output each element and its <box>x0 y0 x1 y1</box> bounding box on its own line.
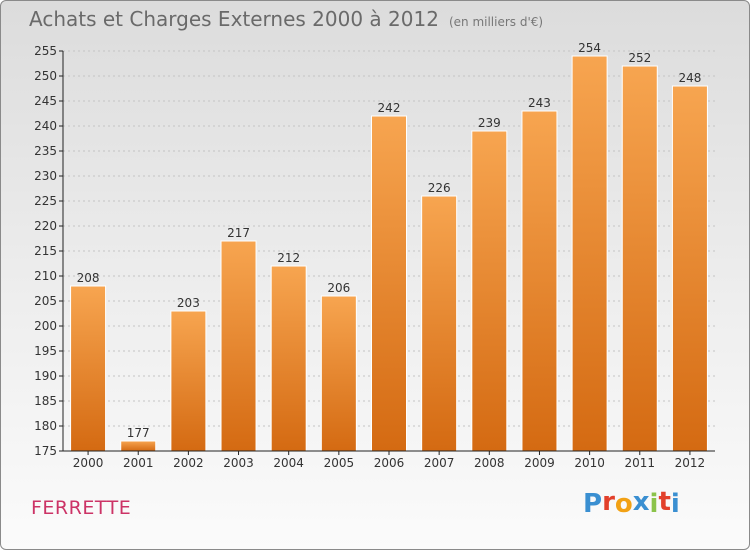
y-tick-label: 205 <box>34 294 57 308</box>
bar-value-label: 254 <box>578 41 601 55</box>
x-tick-label: 2010 <box>574 456 605 470</box>
y-tick-label: 255 <box>34 44 57 58</box>
bar-value-label: 252 <box>628 51 651 65</box>
logo-letter: P <box>583 489 603 519</box>
y-tick-label: 185 <box>34 394 57 408</box>
chart-title-text: Achats et Charges Externes 2000 à 2012 <box>29 7 439 31</box>
y-tick-label: 180 <box>34 419 57 433</box>
bar-value-label: 206 <box>327 281 350 295</box>
bar-2011 <box>621 65 658 452</box>
x-tick-label: 2002 <box>173 456 204 470</box>
y-tick-label: 175 <box>34 444 57 458</box>
bar-value-label: 217 <box>227 226 250 240</box>
logo-letter: i <box>670 489 680 519</box>
bar-value-label: 177 <box>127 426 150 440</box>
bar-2012 <box>671 85 708 452</box>
bar-value-label: 248 <box>678 71 701 85</box>
chart-title: Achats et Charges Externes 2000 à 2012 (e… <box>29 7 543 31</box>
bar-value-label: 242 <box>378 101 401 115</box>
x-tick-label: 2003 <box>223 456 254 470</box>
axes: 175 180 185 190 195 200 205 210 215 220 225 230 235 2… <box>34 44 715 470</box>
x-tick-label: 2004 <box>273 456 304 470</box>
x-tick-label: 2011 <box>624 456 655 470</box>
y-tick-label: 210 <box>34 269 57 283</box>
chart-subtitle: (en milliers d'€) <box>448 15 544 29</box>
y-tick-label: 190 <box>34 369 57 383</box>
bar-value-label: 208 <box>77 271 100 285</box>
y-tick-label: 220 <box>34 219 57 233</box>
bar-2005 <box>320 295 357 452</box>
city-name: FERRETTE <box>31 497 132 519</box>
x-tick-label: 2001 <box>123 456 154 470</box>
x-tick-label: 2007 <box>424 456 455 470</box>
bar-value-label: 226 <box>428 181 451 195</box>
bar-value-label: 212 <box>277 251 300 265</box>
proxiti-logo: Proxiti <box>583 487 680 519</box>
bar-2009 <box>521 110 558 452</box>
bar-2000 <box>70 285 107 452</box>
bar-2003 <box>220 240 257 452</box>
bar-2001 <box>120 440 157 452</box>
y-tick-label: 200 <box>34 319 57 333</box>
bar-value-label: 203 <box>177 296 200 310</box>
x-tick-label: 2009 <box>524 456 555 470</box>
logo-letter: i <box>649 489 659 519</box>
bar-value-label: 243 <box>528 96 551 110</box>
y-tick-label: 235 <box>34 144 57 158</box>
y-tick-label: 230 <box>34 169 57 183</box>
y-tick-label: 240 <box>34 119 57 133</box>
bar-2008 <box>471 130 508 452</box>
logo-letter: r <box>602 487 615 517</box>
logo-letter: x <box>632 487 650 517</box>
x-tick-label: 2000 <box>73 456 104 470</box>
y-tick-label: 250 <box>34 69 57 83</box>
bar-2010 <box>571 55 608 452</box>
bars: 208 177 203 217 212 206 242 226 239 243 254 252 248 <box>70 41 708 452</box>
x-tick-label: 2005 <box>324 456 355 470</box>
y-tick-label: 195 <box>34 344 57 358</box>
logo-letter: t <box>658 487 671 517</box>
bar-2004 <box>270 265 307 452</box>
x-tick-label: 2012 <box>675 456 706 470</box>
y-tick-label: 245 <box>34 94 57 108</box>
y-tick-label: 215 <box>34 244 57 258</box>
bar-2007 <box>421 195 458 452</box>
bar-2002 <box>170 310 207 452</box>
bar-value-label: 239 <box>478 116 501 130</box>
x-tick-label: 2006 <box>374 456 405 470</box>
bar-2006 <box>371 115 407 452</box>
x-tick-label: 2008 <box>474 456 505 470</box>
y-tick-label: 225 <box>34 194 57 208</box>
logo-letter: o <box>614 489 633 519</box>
